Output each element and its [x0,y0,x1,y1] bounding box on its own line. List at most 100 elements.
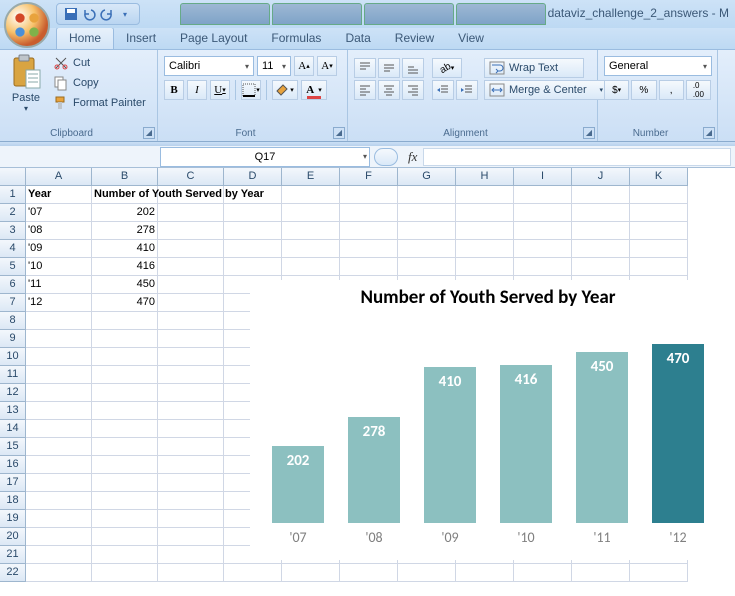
cell[interactable] [340,564,398,582]
cell[interactable] [158,510,224,528]
bg-tab-2[interactable] [272,3,362,25]
tab-review[interactable]: Review [383,28,446,49]
cell[interactable] [340,258,398,276]
name-box[interactable]: Q17▾ [160,147,370,167]
orientation-icon[interactable]: ab▾ [432,58,462,78]
cell[interactable] [282,204,340,222]
cell[interactable]: 450 [92,276,158,294]
percent-button[interactable]: % [631,80,656,100]
cell[interactable] [340,240,398,258]
cell[interactable] [158,492,224,510]
cell[interactable] [158,384,224,402]
currency-button[interactable]: $ ▾ [604,80,629,100]
cell[interactable]: '11 [26,276,92,294]
format-painter-button[interactable]: Format Painter [50,94,149,112]
row-header[interactable]: 3 [0,222,26,240]
cell[interactable] [398,258,456,276]
cell[interactable] [92,402,158,420]
chart-bar[interactable]: 470 [652,344,704,523]
cell[interactable] [282,186,340,204]
align-middle-icon[interactable] [378,58,400,78]
row-header[interactable]: 21 [0,546,26,564]
cell[interactable] [158,294,224,312]
tab-formulas[interactable]: Formulas [259,28,333,49]
cell[interactable] [158,564,224,582]
increase-decimal-button[interactable]: .0.00 [686,80,711,100]
cell[interactable] [572,222,630,240]
tab-view[interactable]: View [446,28,496,49]
row-header[interactable]: 15 [0,438,26,456]
cell[interactable] [282,222,340,240]
row-header[interactable]: 20 [0,528,26,546]
cell[interactable]: 410 [92,240,158,258]
font-size-combo[interactable]: 11▾ [257,56,291,76]
row-header[interactable]: 13 [0,402,26,420]
cell[interactable] [514,258,572,276]
column-header[interactable]: G [398,168,456,186]
cell[interactable] [158,402,224,420]
cell[interactable] [572,186,630,204]
cell[interactable] [340,222,398,240]
cell[interactable] [630,258,688,276]
select-all-corner[interactable] [0,168,26,186]
cell[interactable] [158,528,224,546]
cell[interactable] [398,564,456,582]
column-header[interactable]: D [224,168,282,186]
cell[interactable] [398,240,456,258]
cell[interactable] [26,564,92,582]
italic-button[interactable]: I [187,80,207,100]
row-header[interactable]: 6 [0,276,26,294]
row-header[interactable]: 1 [0,186,26,204]
cell[interactable] [456,240,514,258]
office-button[interactable] [4,2,50,48]
cell[interactable]: Year [26,186,92,204]
chart-bar[interactable]: 410 [424,367,476,523]
cell[interactable] [340,204,398,222]
cut-button[interactable]: Cut [50,54,149,72]
cell[interactable] [158,420,224,438]
align-bottom-icon[interactable] [402,58,424,78]
cell[interactable] [26,330,92,348]
cell[interactable] [456,564,514,582]
row-header[interactable]: 11 [0,366,26,384]
fx-cancel-icon[interactable] [374,148,398,166]
row-header[interactable]: 4 [0,240,26,258]
column-header[interactable]: J [572,168,630,186]
row-header[interactable]: 5 [0,258,26,276]
tab-data[interactable]: Data [333,28,382,49]
clipboard-launcher-icon[interactable]: ◢ [143,127,155,139]
cell[interactable] [158,456,224,474]
cell[interactable] [92,564,158,582]
column-header[interactable]: K [630,168,688,186]
cell[interactable]: 416 [92,258,158,276]
cell[interactable] [158,366,224,384]
cell[interactable] [26,348,92,366]
row-header[interactable]: 10 [0,348,26,366]
row-header[interactable]: 12 [0,384,26,402]
redo-icon[interactable] [99,6,115,22]
increase-font-icon[interactable]: A▴ [294,56,314,76]
cell[interactable] [158,204,224,222]
cell[interactable] [572,240,630,258]
align-top-icon[interactable] [354,58,376,78]
cell[interactable]: '08 [26,222,92,240]
undo-icon[interactable] [81,6,97,22]
cell[interactable] [26,546,92,564]
row-header[interactable]: 9 [0,330,26,348]
cell[interactable] [282,240,340,258]
cell[interactable] [572,564,630,582]
chart-bar[interactable]: 278 [348,417,400,523]
cell[interactable] [92,456,158,474]
cell[interactable] [158,258,224,276]
cell[interactable] [630,186,688,204]
cell[interactable] [158,546,224,564]
cell[interactable] [572,204,630,222]
underline-button[interactable]: U▾ [210,80,230,100]
chart-bar[interactable]: 416 [500,365,552,523]
row-header[interactable]: 16 [0,456,26,474]
cell[interactable] [514,222,572,240]
cell[interactable]: 470 [92,294,158,312]
cell[interactable] [572,258,630,276]
cell[interactable] [92,366,158,384]
bg-tab-3[interactable] [364,3,454,25]
